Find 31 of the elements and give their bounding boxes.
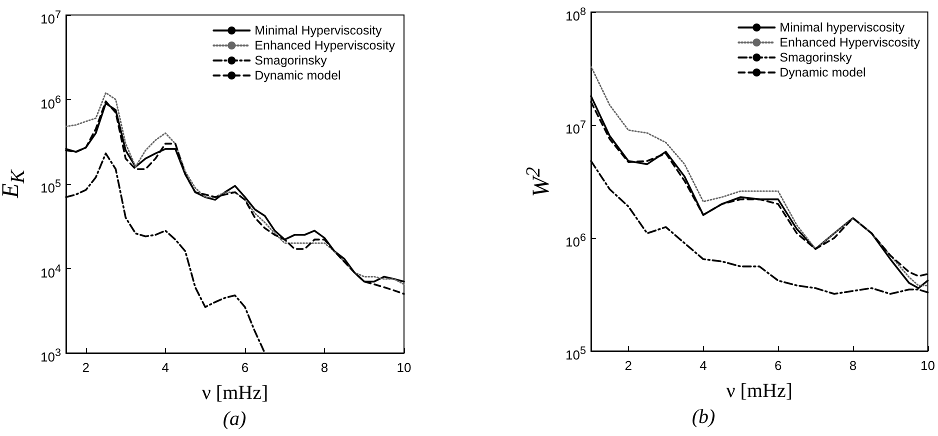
text: (b) (692, 406, 716, 428)
x-tick-label: 6 (241, 360, 249, 375)
legend-label: Enhanced Hyperviscosity (780, 36, 921, 50)
legend-label: Minimal hyperviscosity (780, 20, 906, 34)
y-tick-label: 10$^{6}$ (566, 231, 586, 252)
y-tick-label: 10$^{7}$ (566, 118, 586, 138)
y-tick-label: 10$^{4}$ (40, 262, 61, 282)
legend-label: Dynamic model (780, 66, 866, 80)
x-tick-label: 2 (624, 358, 632, 373)
x-tick-label: 8 (849, 358, 857, 373)
x-axis-title: ν [mHz] (202, 382, 268, 404)
y-tick-label: 10$^{7}$ (40, 8, 61, 28)
y-tick-label: 10$^{8}$ (566, 5, 586, 26)
legend-label: Smagorinsky (254, 54, 328, 68)
text: (a) (222, 408, 246, 430)
y-tick-label: 10$^{5}$ (566, 344, 586, 364)
x-tick-label: 6 (774, 358, 782, 373)
legend-label: Minimal Hyperviscosity (254, 24, 383, 38)
x-tick-label: 8 (320, 360, 328, 375)
x-axis-title: ν [mHz] (726, 380, 793, 402)
x-tick-label: 4 (162, 360, 170, 375)
legend-label: Dynamic model (254, 68, 341, 82)
legend-label: Enhanced Hyperviscosity (254, 38, 396, 52)
legend-label: Smagorinsky (780, 50, 853, 64)
x-tick-label: 10 (396, 360, 412, 375)
y-tick-label: 10$^{5}$ (40, 177, 61, 198)
y-tick-label: 10$^{3}$ (40, 346, 61, 366)
x-tick-label: 10 (920, 358, 936, 373)
x-tick-label: 4 (700, 358, 707, 373)
y-tick-label: 10$^{6}$ (40, 92, 61, 113)
x-tick-label: 2 (82, 360, 90, 375)
